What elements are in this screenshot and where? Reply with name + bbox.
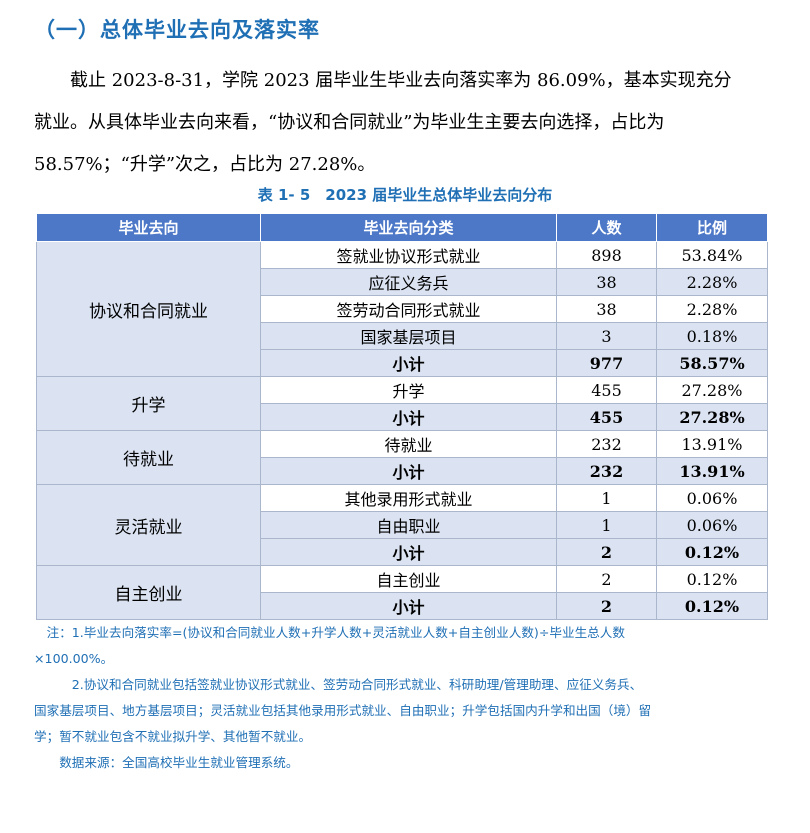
group-name-cell: 自主创业 — [36, 565, 261, 620]
ratio-cell: 53.84% — [656, 241, 768, 269]
count-cell: 38 — [556, 268, 657, 296]
count-cell: 977 — [556, 349, 657, 377]
count-cell: 455 — [556, 403, 657, 431]
section-title: （一）总体毕业去向及落实率 — [34, 18, 320, 42]
category-cell: 签劳动合同形式就业 — [260, 295, 557, 323]
count-cell: 2 — [556, 565, 657, 593]
destination-table: 毕业去向 毕业去向分类 人数 比例 协议和合同就业 签就业协议形式就业 898 53.… — [36, 213, 768, 620]
count-cell: 2 — [556, 538, 657, 566]
paragraph-line: 截止 2023-8-31，学院 2023 届毕业生毕业去向落实率为 86.09%… — [70, 70, 732, 91]
paragraph-line: 58.57%；“升学”次之，占比为 27.28%。 — [34, 154, 376, 175]
note-line: 学；暂不就业包含不就业拟升学、其他暂不就业。 — [34, 729, 312, 744]
header-destination: 毕业去向 — [36, 213, 261, 242]
table-row: 应征义务兵 38 2.28% — [37, 268, 768, 296]
table-header-row: 毕业去向 毕业去向分类 人数 比例 — [36, 213, 768, 242]
group-name-cell: 协议和合同就业 — [36, 241, 261, 377]
ratio-cell: 0.12% — [656, 592, 768, 620]
ratio-cell: 0.12% — [656, 565, 768, 593]
count-cell: 232 — [556, 430, 657, 458]
group-name-cell: 升学 — [36, 376, 261, 431]
category-cell: 国家基层项目 — [260, 322, 557, 350]
ratio-cell: 27.28% — [656, 376, 768, 404]
category-cell: 升学 — [260, 376, 557, 404]
group-name-cell: 待就业 — [36, 430, 261, 485]
note-line: 注：1.毕业去向落实率=(协议和合同就业人数+升学人数+灵活就业人数+自主创业人… — [34, 625, 625, 640]
table-row: 协议和合同就业 签就业协议形式就业 898 53.84% — [36, 241, 768, 377]
note-line: 国家基层项目、地方基层项目；灵活就业包括其他录用形式就业、自由职业；升学包括国内… — [34, 703, 652, 718]
category-cell: 应征义务兵 — [260, 268, 557, 296]
table-caption: 表 1- 5 2023 届毕业生总体毕业去向分布 — [257, 186, 553, 204]
count-cell: 232 — [556, 457, 657, 485]
summary-paragraph: 截止 2023-8-31，学院 2023 届毕业生毕业去向落实率为 86.09%… — [34, 60, 776, 186]
ratio-cell: 0.06% — [656, 484, 768, 512]
count-cell: 455 — [556, 376, 657, 404]
table-row: 待就业 待就业 232 13.91% — [36, 430, 768, 485]
ratio-cell: 0.12% — [656, 538, 768, 566]
note-line: 2.协议和合同就业包括签就业协议形式就业、签劳动合同形式就业、科研助理/管理助理… — [34, 677, 643, 692]
header-category: 毕业去向分类 — [260, 213, 557, 242]
table-row: 自由职业 1 0.06% — [37, 511, 768, 539]
category-cell: 自主创业 — [260, 565, 557, 593]
ratio-cell: 2.28% — [656, 295, 768, 323]
table-row: 升学 升学 455 27.28% — [36, 376, 768, 431]
note-line: ×100.00%。 — [34, 651, 114, 666]
header-ratio: 比例 — [656, 213, 768, 242]
category-cell: 签就业协议形式就业 — [260, 241, 557, 269]
table-body: 协议和合同就业 签就业协议形式就业 898 53.84% 应征义务兵 38 2.28% 签劳动… — [36, 241, 768, 620]
subtotal-row: 小计 232 13.91% — [37, 457, 768, 485]
ratio-cell: 58.57% — [656, 349, 768, 377]
category-cell: 小计 — [260, 403, 557, 431]
category-cell: 小计 — [260, 457, 557, 485]
category-cell: 小计 — [260, 592, 557, 620]
count-cell: 2 — [556, 592, 657, 620]
ratio-cell: 13.91% — [656, 430, 768, 458]
table-notes: 注：1.毕业去向落实率=(协议和合同就业人数+升学人数+灵活就业人数+自主创业人… — [34, 620, 774, 776]
subtotal-row: 小计 2 0.12% — [37, 592, 768, 620]
count-cell: 38 — [556, 295, 657, 323]
ratio-cell: 13.91% — [656, 457, 768, 485]
note-line: 数据来源：全国高校毕业生就业管理系统。 — [34, 755, 299, 770]
header-count: 人数 — [556, 213, 657, 242]
paragraph-line: 就业。从具体毕业去向来看，“协议和合同就业”为毕业生主要去向选择，占比为 — [34, 112, 665, 133]
count-cell: 1 — [556, 484, 657, 512]
table-row: 自主创业 自主创业 2 0.12% — [36, 565, 768, 620]
category-cell: 自由职业 — [260, 511, 557, 539]
category-cell: 其他录用形式就业 — [260, 484, 557, 512]
category-cell: 待就业 — [260, 430, 557, 458]
ratio-cell: 0.06% — [656, 511, 768, 539]
ratio-cell: 27.28% — [656, 403, 768, 431]
count-cell: 3 — [556, 322, 657, 350]
category-cell: 小计 — [260, 538, 557, 566]
count-cell: 1 — [556, 511, 657, 539]
ratio-cell: 2.28% — [656, 268, 768, 296]
group-name-cell: 灵活就业 — [36, 484, 261, 566]
table-row: 签劳动合同形式就业 38 2.28% — [37, 295, 768, 323]
ratio-cell: 0.18% — [656, 322, 768, 350]
category-cell: 小计 — [260, 349, 557, 377]
table-row: 灵活就业 其他录用形式就业 1 0.06% — [36, 484, 768, 566]
subtotal-row: 小计 2 0.12% — [37, 538, 768, 566]
count-cell: 898 — [556, 241, 657, 269]
